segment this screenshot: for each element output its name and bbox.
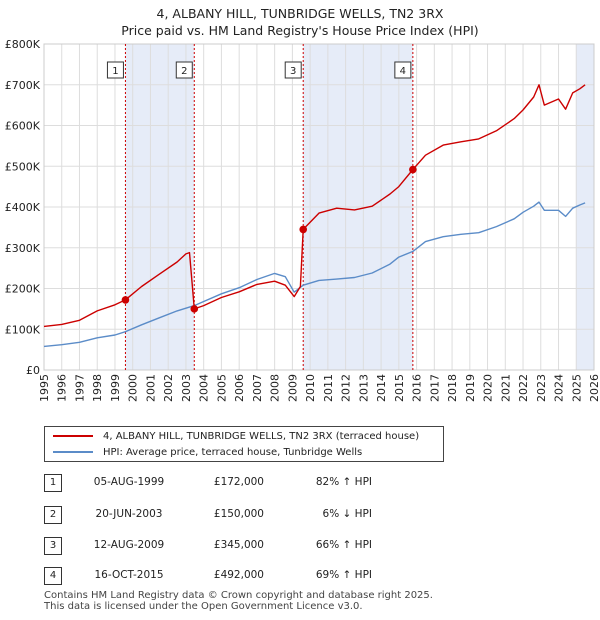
sale-date: 16-OCT-2015 bbox=[94, 569, 164, 581]
y-tick-label: £0 bbox=[26, 364, 40, 377]
x-tick-label: 1996 bbox=[56, 374, 69, 402]
x-tick-label: 2021 bbox=[499, 374, 512, 402]
x-tick-label: 2013 bbox=[357, 374, 370, 402]
x-tick-label: 2007 bbox=[251, 374, 264, 402]
sale-label-box: 3 bbox=[284, 61, 302, 79]
x-tick-label: 2026 bbox=[588, 374, 600, 402]
y-tick-label: £600K bbox=[5, 120, 41, 133]
x-tick-label: 2008 bbox=[269, 374, 282, 402]
series-line-hpi bbox=[43, 201, 586, 348]
series-line-property bbox=[43, 84, 586, 328]
sale-number: 4 bbox=[44, 567, 62, 585]
sale-date: 12-AUG-2009 bbox=[93, 539, 165, 551]
sale-price: £172,000 bbox=[213, 476, 264, 488]
x-tick-label: 2019 bbox=[464, 374, 477, 402]
sale-date: 05-AUG-1999 bbox=[93, 476, 165, 488]
x-tick-label: 2011 bbox=[322, 374, 335, 402]
sale-hpi-diff: 66% ↑ HPI bbox=[315, 539, 372, 551]
sale-label-box: 2 bbox=[175, 61, 193, 79]
sale-point bbox=[409, 165, 417, 174]
sale-label-frame bbox=[106, 61, 124, 79]
sale-label-frame bbox=[175, 61, 193, 79]
sale-number: 1 bbox=[44, 474, 62, 492]
x-tick-label: 1997 bbox=[73, 374, 86, 402]
sale-number: 2 bbox=[44, 506, 62, 524]
x-tick-label: 1995 bbox=[38, 374, 51, 402]
legend-label-property: 4, ALBANY HILL, TUNBRIDGE WELLS, TN2 3RX… bbox=[103, 430, 420, 442]
x-tick-label: 2010 bbox=[304, 374, 317, 402]
x-tick-label: 2005 bbox=[215, 374, 228, 402]
footer-copyright: Contains HM Land Registry data © Crown c… bbox=[44, 590, 433, 601]
legend: 4, ALBANY HILL, TUNBRIDGE WELLS, TN2 3RX… bbox=[44, 426, 444, 462]
price-chart: £0 £100K £200K £300K £400K £500K £600K £700K £80… bbox=[5, 38, 600, 402]
x-tick-label: 2018 bbox=[446, 374, 459, 402]
sale-date: 20-JUN-2003 bbox=[95, 508, 163, 520]
x-tick-label: 2003 bbox=[180, 374, 193, 402]
y-tick-label: £200K bbox=[5, 283, 41, 296]
x-tick-label: 2022 bbox=[517, 374, 530, 402]
plot-frame bbox=[43, 43, 595, 371]
x-tick-label: 2000 bbox=[127, 374, 140, 402]
footer: Contains HM Land Registry data © Crown c… bbox=[44, 590, 433, 612]
chart-subtitle: Price paid vs. HM Land Registry's House … bbox=[121, 23, 479, 38]
x-tick-label: 2025 bbox=[570, 374, 583, 402]
x-tick-label: 2009 bbox=[286, 374, 299, 402]
legend-label-hpi: HPI: Average price, terraced house, Tunb… bbox=[103, 446, 363, 458]
sale-point bbox=[190, 305, 199, 313]
legend-item-hpi: HPI: Average price, terraced house, Tunb… bbox=[45, 444, 362, 460]
sale-label-box: 1 bbox=[106, 61, 124, 79]
sale-label-frame bbox=[394, 61, 412, 79]
legend-swatch-blue bbox=[53, 451, 93, 453]
sale-price: £345,000 bbox=[213, 539, 264, 551]
y-tick-label: £700K bbox=[5, 79, 41, 92]
sale-label-number: 1 bbox=[112, 66, 118, 77]
y-tick-label: £300K bbox=[5, 242, 41, 255]
x-tick-label: 2016 bbox=[411, 374, 424, 402]
x-tick-label: 2012 bbox=[340, 374, 353, 402]
y-tick-label: £800K bbox=[5, 38, 41, 51]
sale-hpi-diff: 6% ↓ HPI bbox=[322, 508, 372, 520]
y-tick-label: £500K bbox=[5, 160, 41, 173]
legend-swatch-red bbox=[53, 435, 93, 437]
y-tick-label: £100K bbox=[5, 323, 41, 336]
sale-point bbox=[299, 225, 308, 234]
x-tick-label: 2017 bbox=[428, 374, 441, 402]
sale-label-frame bbox=[284, 61, 302, 79]
sale-number: 3 bbox=[44, 537, 62, 555]
x-tick-label: 2004 bbox=[198, 374, 211, 402]
x-tick-label: 2020 bbox=[482, 374, 495, 402]
sale-label-number: 2 bbox=[181, 66, 187, 77]
chart-title: 4, ALBANY HILL, TUNBRIDGE WELLS, TN2 3RX bbox=[156, 6, 444, 21]
sale-hpi-diff: 69% ↑ HPI bbox=[315, 569, 372, 581]
footer-licence: This data is licensed under the Open Gov… bbox=[44, 601, 363, 612]
x-tick-label: 1998 bbox=[91, 374, 104, 402]
x-tick-label: 1999 bbox=[109, 374, 122, 402]
sale-label-box: 4 bbox=[394, 61, 412, 79]
sale-label-number: 3 bbox=[290, 66, 296, 77]
y-tick-label: £400K bbox=[5, 201, 41, 214]
sale-hpi-diff: 82% ↑ HPI bbox=[315, 476, 372, 488]
x-tick-label: 2015 bbox=[393, 374, 406, 402]
sale-point bbox=[121, 296, 130, 304]
x-tick-label: 2006 bbox=[233, 374, 246, 402]
sale-price: £492,000 bbox=[213, 569, 264, 581]
legend-item-property: 4, ALBANY HILL, TUNBRIDGE WELLS, TN2 3RX… bbox=[45, 428, 419, 444]
x-tick-label: 2023 bbox=[535, 374, 548, 402]
sale-price: £150,000 bbox=[213, 508, 264, 520]
x-tick-label: 2002 bbox=[162, 374, 175, 402]
sale-label-number: 4 bbox=[400, 66, 406, 77]
x-tick-label: 2001 bbox=[144, 374, 157, 402]
x-tick-label: 2024 bbox=[553, 374, 566, 402]
x-tick-label: 2014 bbox=[375, 374, 388, 402]
